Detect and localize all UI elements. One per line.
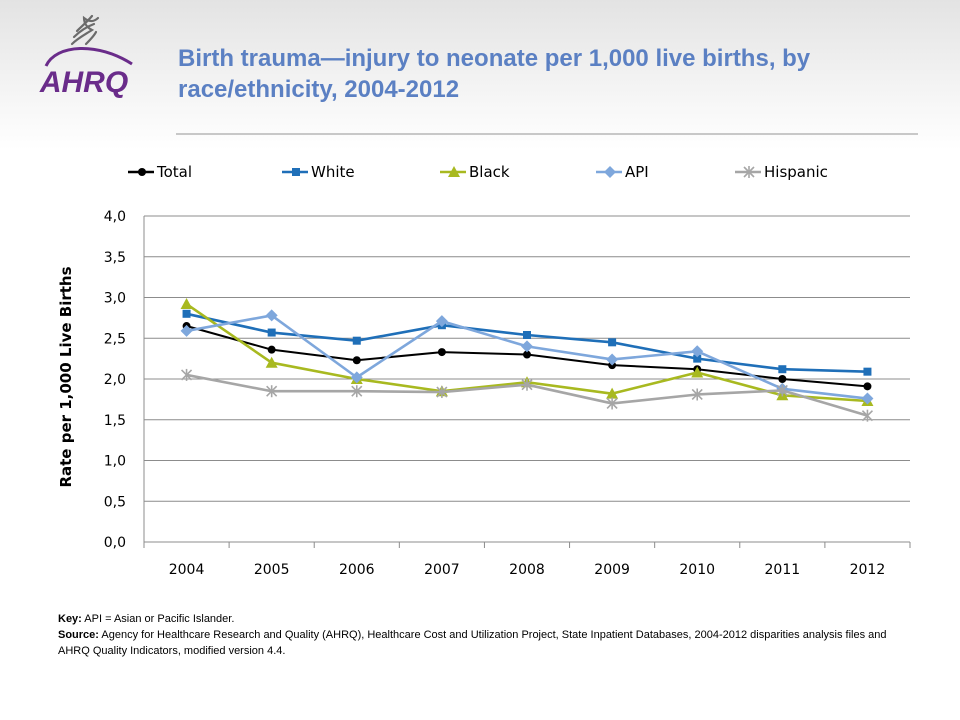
title-divider bbox=[176, 133, 918, 135]
data-point bbox=[436, 386, 448, 399]
data-point bbox=[182, 309, 191, 318]
data-point bbox=[861, 409, 874, 422]
series-api bbox=[180, 309, 874, 405]
data-point bbox=[266, 385, 278, 398]
data-point bbox=[351, 385, 363, 398]
key-text: API = Asian or Pacific Islander. bbox=[81, 613, 235, 625]
y-tick-label: 2,5 bbox=[104, 331, 126, 347]
data-point bbox=[604, 166, 616, 178]
legend-item-hispanic: Hispanic bbox=[735, 163, 828, 181]
y-tick-label: 2,0 bbox=[104, 372, 126, 388]
data-point bbox=[350, 371, 363, 384]
y-tick-label: 0,0 bbox=[104, 535, 126, 551]
data-point bbox=[776, 384, 788, 397]
data-point bbox=[180, 368, 193, 381]
x-tick-label: 2005 bbox=[254, 562, 290, 578]
x-tick-label: 2011 bbox=[765, 562, 801, 578]
legend-label: Black bbox=[469, 163, 510, 181]
data-point bbox=[352, 356, 361, 365]
chart-notes: Key: API = Asian or Pacific Islander. So… bbox=[58, 611, 908, 659]
legend-label: API bbox=[625, 163, 649, 181]
data-point bbox=[180, 298, 193, 310]
y-tick-label: 1,0 bbox=[104, 454, 126, 470]
x-tick-label: 2006 bbox=[339, 562, 375, 578]
y-tick-label: 3,5 bbox=[104, 250, 126, 266]
source-label: Source: bbox=[58, 629, 99, 641]
key-label: Key: bbox=[58, 613, 82, 625]
legend-label: White bbox=[311, 163, 355, 181]
x-tick-label: 2008 bbox=[509, 562, 545, 578]
series-hispanic bbox=[180, 368, 874, 422]
data-point bbox=[691, 345, 704, 358]
legend-label: Total bbox=[156, 163, 192, 181]
logo-arc bbox=[44, 47, 133, 67]
data-point bbox=[691, 388, 703, 401]
x-tick-label: 2010 bbox=[679, 562, 715, 578]
x-tick-label: 2007 bbox=[424, 562, 460, 578]
x-tick-label: 2012 bbox=[850, 562, 886, 578]
y-tick-label: 3,0 bbox=[104, 291, 126, 307]
data-point bbox=[138, 168, 146, 176]
data-point bbox=[606, 397, 618, 410]
data-point bbox=[437, 348, 446, 357]
data-point bbox=[265, 309, 278, 322]
x-tick-label: 2004 bbox=[169, 562, 205, 578]
line-chart: 0,0 0,5 1,0 1,5 2,0 2,5 3,0 3,5 4,0 2004 2005 2006 2… bbox=[57, 163, 911, 578]
data-point bbox=[265, 356, 278, 368]
data-point bbox=[778, 375, 787, 383]
y-axis-label: Rate per 1,000 Live Births bbox=[57, 266, 75, 487]
y-tick-label: 1,5 bbox=[104, 413, 126, 429]
chart-axes: 0,0 0,5 1,0 1,5 2,0 2,5 3,0 3,5 4,0 2004 2005 2006 2… bbox=[104, 209, 911, 578]
legend-item-black: Black bbox=[440, 163, 510, 181]
page-title: Birth trauma—injury to neonate per 1,000… bbox=[178, 45, 811, 103]
data-point bbox=[267, 345, 276, 354]
header-band bbox=[0, 0, 960, 150]
data-point bbox=[863, 367, 872, 376]
data-point bbox=[778, 365, 787, 374]
data-point bbox=[861, 392, 874, 405]
data-point bbox=[606, 353, 619, 366]
source-text: Agency for Healthcare Research and Quali… bbox=[58, 629, 887, 657]
data-point bbox=[693, 354, 702, 363]
y-tick-label: 4,0 bbox=[104, 209, 126, 225]
legend-item-white: White bbox=[282, 163, 355, 181]
key-note: Key: API = Asian or Pacific Islander. bbox=[58, 611, 908, 627]
data-point bbox=[448, 166, 460, 177]
data-point bbox=[267, 328, 276, 337]
chart-series bbox=[180, 298, 874, 422]
data-point bbox=[180, 324, 193, 337]
data-point bbox=[521, 378, 533, 391]
x-tick-label: 2009 bbox=[594, 562, 630, 578]
data-point bbox=[292, 168, 300, 176]
ahrq-logo: AHRQ bbox=[39, 14, 133, 99]
legend-item-total: Total bbox=[128, 163, 192, 181]
legend-label: Hispanic bbox=[764, 163, 828, 181]
data-point bbox=[863, 382, 872, 391]
data-point bbox=[523, 350, 531, 359]
data-point bbox=[606, 387, 619, 399]
data-point bbox=[691, 366, 704, 378]
data-point bbox=[521, 340, 533, 353]
data-point bbox=[608, 338, 617, 347]
legend-item-api: API bbox=[596, 163, 649, 181]
data-point bbox=[435, 315, 448, 328]
hhs-eagle-icon bbox=[70, 14, 100, 46]
data-point bbox=[352, 336, 361, 345]
data-point bbox=[743, 166, 755, 178]
y-tick-label: 0,5 bbox=[104, 494, 126, 510]
logo-text: AHRQ bbox=[39, 66, 128, 99]
data-point bbox=[523, 330, 531, 339]
source-note: Source: Agency for Healthcare Research a… bbox=[58, 627, 908, 659]
chart-legend: Total White Black API Hispanic bbox=[128, 163, 828, 181]
